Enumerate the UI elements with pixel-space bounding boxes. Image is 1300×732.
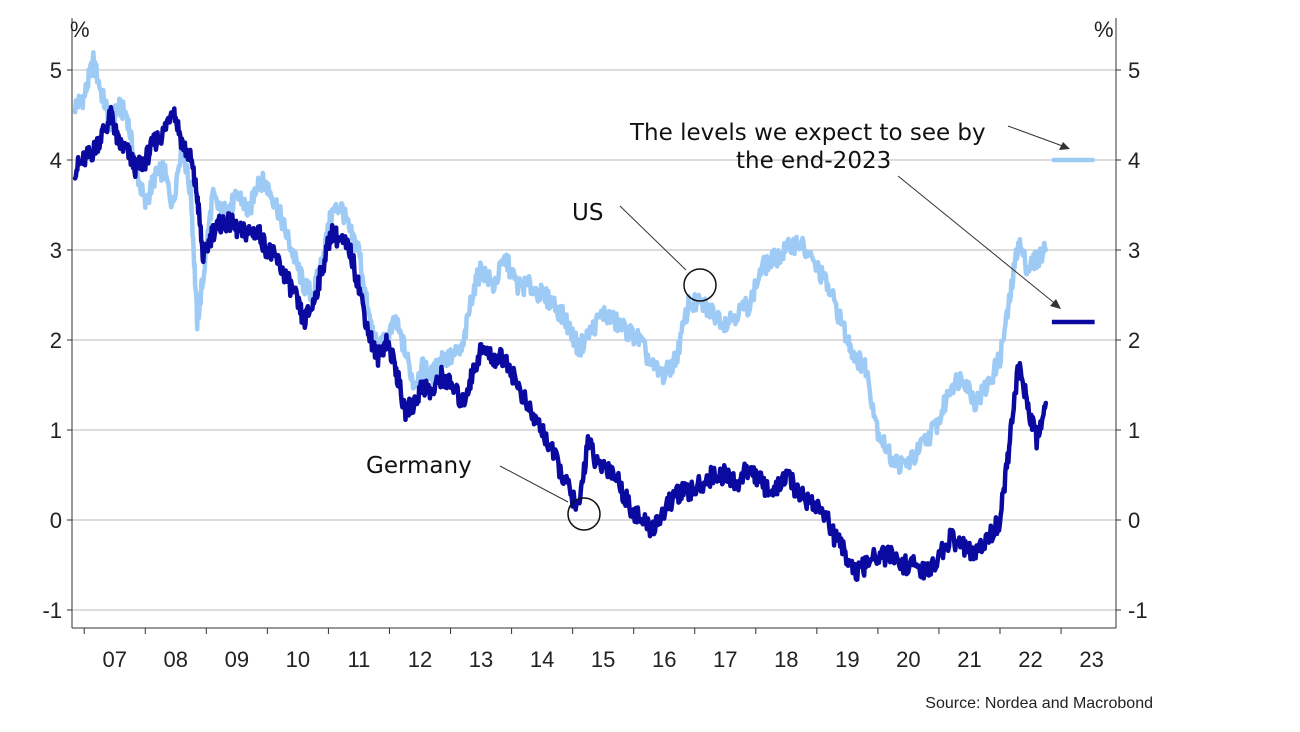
us-label: US — [572, 200, 603, 226]
axes — [71, 18, 1117, 634]
x-tick-label: 08 — [164, 647, 188, 672]
y-tick-label-left: -1 — [42, 598, 62, 623]
left-y-tick-labels: -1 0 1 2 3 4 5 — [42, 58, 62, 623]
y-tick-label-left: 0 — [50, 508, 62, 533]
expect-arrow-us — [1007, 125, 1069, 149]
x-tick-label: 23 — [1079, 647, 1103, 672]
y-tick-label-right: 3 — [1128, 238, 1140, 263]
y-tick-label-right: -1 — [1128, 598, 1148, 623]
series-lines — [72, 50, 1049, 582]
expect-label-line1: The levels we expect to see by — [629, 120, 986, 146]
expect-arrowhead-us — [1059, 142, 1070, 150]
x-tick-label: 13 — [469, 647, 493, 672]
x-tick-label: 17 — [713, 647, 737, 672]
germany-series-line — [72, 104, 1049, 582]
left-unit-label: % — [70, 17, 90, 42]
annotation-us: US — [572, 200, 717, 302]
y-tick-label-left: 5 — [50, 58, 62, 83]
us-pointer-line — [619, 205, 687, 271]
germany-label: Germany — [366, 453, 472, 479]
germany-pointer-line — [499, 465, 569, 503]
us-series-line — [72, 50, 1049, 476]
x-tick-labels: 07 08 09 10 11 12 13 14 15 16 17 18 19 20 21 22 23 — [102, 647, 1103, 672]
us-highlight-circle — [683, 268, 717, 302]
x-tick-label: 14 — [530, 647, 554, 672]
y-tick-label-right: 1 — [1128, 418, 1140, 443]
y-tick-label-right: 0 — [1128, 508, 1140, 533]
x-tick-label: 12 — [408, 647, 432, 672]
annotation-expectation: The levels we expect to see by the end-2… — [629, 120, 1070, 309]
expectation-markers — [1051, 157, 1095, 325]
expect-arrowhead-germany — [1050, 299, 1061, 309]
x-tick-label: 07 — [102, 647, 126, 672]
expect-arrow-germany — [897, 175, 1059, 307]
y-tick-label-left: 2 — [50, 328, 62, 353]
y-tick-label-right: 5 — [1128, 58, 1140, 83]
x-tick-label: 20 — [896, 647, 920, 672]
y-tick-label-right: 2 — [1128, 328, 1140, 353]
x-tick-label: 15 — [591, 647, 615, 672]
x-tick-label: 19 — [835, 647, 859, 672]
expect-label-line2: the end-2023 — [736, 148, 891, 174]
germany-highlight-circle — [567, 497, 601, 531]
x-tick-label: 09 — [225, 647, 249, 672]
grid-lines — [67, 69, 1121, 611]
right-y-tick-labels: -1 0 1 2 3 4 5 — [1128, 58, 1148, 623]
y-tick-label-left: 1 — [50, 418, 62, 443]
y-tick-label-right: 4 — [1128, 148, 1140, 173]
x-tick-label: 10 — [286, 647, 310, 672]
annotation-germany: Germany — [366, 453, 601, 531]
source-note: Source: Nordea and Macrobond — [925, 695, 1153, 712]
x-tick-label: 18 — [774, 647, 798, 672]
x-tick-label: 11 — [348, 647, 371, 672]
x-tick-label: 22 — [1018, 647, 1042, 672]
x-tick-label: 21 — [957, 647, 981, 672]
right-unit-label: % — [1094, 17, 1114, 42]
y-tick-label-left: 4 — [50, 148, 62, 173]
y-tick-label-left: 3 — [50, 238, 62, 263]
x-tick-label: 16 — [652, 647, 676, 672]
